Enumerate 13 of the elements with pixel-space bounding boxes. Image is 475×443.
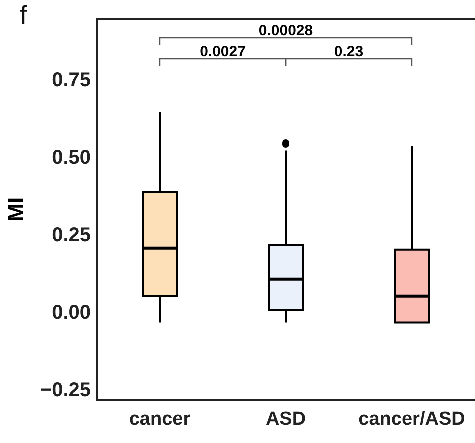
chart-title: f	[20, 0, 28, 30]
annotation: 0.00028	[258, 22, 314, 40]
annotation: 0.0027	[200, 44, 246, 61]
y-tick-label: 0.00	[52, 302, 92, 324]
y-tick-label: 0.50	[52, 146, 92, 169]
y-tick-label: −0.25	[40, 379, 92, 402]
y-tick-label: 0.25	[52, 224, 92, 246]
x-tick-label: ASD	[266, 408, 306, 430]
y-axis-title: MI	[3, 197, 28, 222]
y-tick-label: 0.75	[52, 70, 92, 92]
x-tick-label: cancer/ASD	[358, 408, 466, 430]
x-tick-label: cancer	[129, 408, 192, 430]
annotation: 0.23	[334, 44, 364, 61]
